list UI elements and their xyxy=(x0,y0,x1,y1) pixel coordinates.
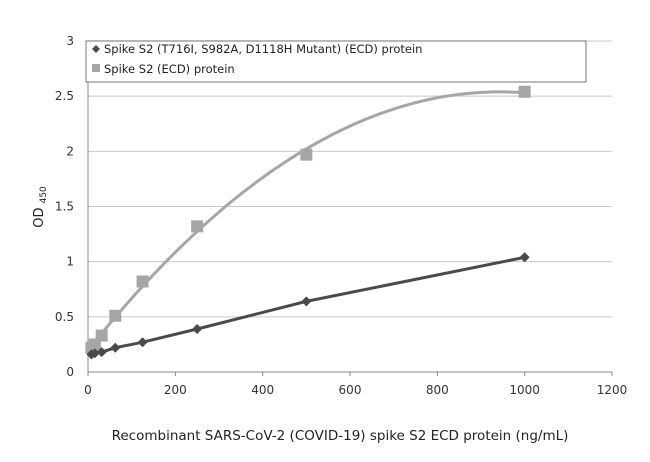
x-tick-label: 600 xyxy=(339,383,362,397)
y-tick-label: 2.5 xyxy=(55,89,74,103)
legend-square-icon xyxy=(92,64,100,72)
x-tick-label: 1000 xyxy=(509,383,540,397)
trendline-series-1 xyxy=(90,90,525,347)
data-point-diamond xyxy=(96,347,107,358)
x-tick-labels: 0 200 400 600 800 1000 1200 xyxy=(84,372,627,397)
data-point-diamond xyxy=(519,252,530,263)
legend: Spike S2 (T716I, S982A, D1118H Mutant) (… xyxy=(85,40,587,83)
x-tick-label: 400 xyxy=(251,383,274,397)
data-point-diamond xyxy=(110,342,121,353)
data-point-square xyxy=(191,220,204,233)
y-axis-label: OD 450 xyxy=(32,186,49,228)
y-axis-label-main: OD xyxy=(32,208,47,228)
legend-entry-mutant: Spike S2 (T716I, S982A, D1118H Mutant) (… xyxy=(104,42,422,56)
data-point-diamond xyxy=(137,337,148,348)
y-tick-label: 2 xyxy=(66,144,74,158)
y-axis-label-subscript: 450 xyxy=(39,186,49,203)
legend-box xyxy=(85,40,587,83)
y-tick-label: 1.5 xyxy=(55,200,74,214)
data-point-square xyxy=(300,148,313,161)
x-tick-label: 1200 xyxy=(597,383,628,397)
data-point-square xyxy=(109,309,122,322)
legend-entry-wildtype: Spike S2 (ECD) protein xyxy=(104,62,235,76)
y-tick-label: 0 xyxy=(66,365,74,379)
data-point-square xyxy=(136,275,149,288)
x-tick-label: 0 xyxy=(84,383,92,397)
trendlines xyxy=(90,90,525,356)
x-axis-label: Recombinant SARS-CoV-2 (COVID-19) spike … xyxy=(112,428,569,444)
data-point-diamond xyxy=(192,323,203,334)
legend-diamond-icon xyxy=(92,45,100,53)
data-point-diamond xyxy=(89,348,100,359)
y-tick-labels: 0 0.5 1 1.5 2 2.5 3 xyxy=(55,34,74,379)
data-points xyxy=(85,85,531,360)
y-tick-label: 3 xyxy=(66,34,74,48)
y-tick-label: 0.5 xyxy=(55,310,74,324)
x-tick-label: 200 xyxy=(164,383,187,397)
data-point-diamond xyxy=(301,296,312,307)
y-tick-label: 1 xyxy=(66,255,74,269)
data-point-square xyxy=(518,85,531,98)
x-tick-label: 800 xyxy=(426,383,449,397)
